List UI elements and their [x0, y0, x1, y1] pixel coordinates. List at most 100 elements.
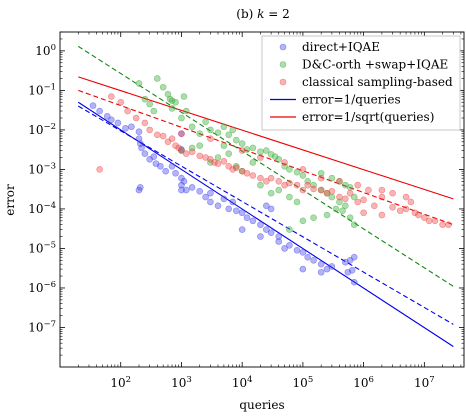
- x-axis-ticks: 102 103 104 105 106 107: [77, 32, 462, 390]
- point-d-c-orth-swap-iqae: [249, 144, 257, 152]
- point-d-c-orth-swap-iqae: [249, 159, 257, 166]
- point-classical-sampling-based: [249, 172, 257, 179]
- point-direct-iqae: [275, 233, 283, 240]
- point-classical-sampling-based: [354, 198, 362, 206]
- point-classical-sampling-based: [257, 174, 264, 182]
- point-classical-sampling-based: [299, 186, 307, 194]
- legend-marker-direct-iqae: [279, 43, 287, 51]
- point-direct-iqae: [89, 102, 97, 109]
- x-tick-label: 102: [110, 375, 131, 390]
- point-direct-iqae: [172, 169, 179, 177]
- point-classical-sampling-based: [396, 207, 404, 215]
- point-classical-sampling-based: [299, 166, 307, 173]
- point-classical-sampling-based: [146, 126, 153, 134]
- point-direct-iqae: [286, 242, 293, 249]
- line-error-1-sqrt-queries: [78, 76, 454, 200]
- point-d-c-orth-swap-iqae: [229, 126, 237, 134]
- point-d-c-orth-swap-iqae: [281, 162, 288, 170]
- point-classical-sampling-based: [207, 135, 214, 142]
- point-direct-iqae: [238, 209, 246, 217]
- point-d-c-orth-swap-iqae: [196, 142, 204, 149]
- point-d-c-orth-swap-iqae: [220, 123, 228, 131]
- point-classical-sampling-based: [178, 130, 185, 138]
- point-direct-iqae: [141, 150, 149, 157]
- point-direct-iqae: [249, 217, 257, 225]
- point-classical-sampling-based: [336, 193, 343, 201]
- point-d-c-orth-swap-iqae: [323, 211, 331, 219]
- point-classical-sampling-based: [378, 186, 386, 194]
- point-d-c-orth-swap-iqae: [153, 75, 161, 82]
- y-tick-label: 100: [35, 43, 56, 58]
- point-classical-sampling-based: [232, 164, 240, 172]
- point-classical-sampling-based: [263, 178, 270, 185]
- point-classical-sampling-based: [439, 221, 446, 228]
- point-classical-sampling-based: [371, 202, 378, 210]
- point-direct-iqae: [188, 184, 196, 191]
- point-direct-iqae: [257, 233, 264, 240]
- point-direct-iqae: [180, 178, 188, 185]
- point-classical-sampling-based: [425, 217, 433, 225]
- point-classical-sampling-based: [159, 132, 167, 140]
- legend-marker-d-c-orth-swap-iqae: [279, 61, 287, 68]
- point-direct-iqae: [196, 187, 204, 195]
- point-direct-iqae: [263, 202, 270, 210]
- point-direct-iqae: [348, 266, 356, 274]
- point-direct-iqae: [263, 226, 270, 233]
- point-classical-sampling-based: [431, 217, 439, 225]
- point-classical-sampling-based: [360, 209, 367, 217]
- point-classical-sampling-based: [323, 189, 331, 197]
- point-d-c-orth-swap-iqae: [339, 207, 346, 215]
- point-d-c-orth-swap-iqae: [317, 169, 325, 177]
- point-classical-sampling-based: [389, 189, 396, 197]
- line-classical-sampling-based-fit: [78, 89, 454, 226]
- point-d-c-orth-swap-iqae: [310, 214, 317, 221]
- line-direct-iqae-fit: [78, 105, 454, 325]
- fit-lines: [77, 45, 454, 347]
- point-classical-sampling-based: [141, 119, 149, 127]
- point-direct-iqae: [293, 246, 301, 254]
- point-classical-sampling-based: [96, 166, 103, 173]
- point-direct-iqae: [136, 184, 144, 191]
- x-tick-label: 106: [353, 375, 374, 390]
- point-classical-sampling-based: [378, 211, 386, 219]
- legend-label-classical-sampling-based: classical sampling-based: [302, 75, 453, 89]
- point-d-c-orth-swap-iqae: [180, 93, 188, 100]
- point-classical-sampling-based: [124, 107, 131, 115]
- point-direct-iqae: [214, 202, 222, 210]
- point-d-c-orth-swap-iqae: [214, 129, 222, 136]
- point-direct-iqae: [328, 263, 336, 270]
- point-classical-sampling-based: [336, 178, 343, 185]
- point-direct-iqae: [220, 195, 228, 203]
- x-tick-label: 104: [232, 375, 253, 390]
- x-axis-label: queries: [239, 398, 284, 412]
- point-direct-iqae: [299, 265, 307, 273]
- point-d-c-orth-swap-iqae: [168, 105, 176, 112]
- point-classical-sampling-based: [196, 152, 204, 160]
- point-d-c-orth-swap-iqae: [182, 107, 190, 115]
- point-d-c-orth-swap-iqae: [135, 80, 143, 87]
- point-d-c-orth-swap-iqae: [196, 130, 204, 138]
- point-classical-sampling-based: [132, 114, 140, 122]
- point-classical-sampling-based: [153, 131, 161, 139]
- point-d-c-orth-swap-iqae: [225, 131, 232, 139]
- point-direct-iqae: [178, 186, 185, 194]
- point-direct-iqae: [178, 181, 185, 189]
- point-d-c-orth-swap-iqae: [159, 83, 167, 91]
- point-d-c-orth-swap-iqae: [257, 148, 264, 156]
- point-direct-iqae: [225, 205, 232, 213]
- point-direct-iqae: [350, 253, 358, 261]
- point-direct-iqae: [96, 107, 103, 115]
- point-d-c-orth-swap-iqae: [238, 140, 246, 147]
- point-direct-iqae: [243, 214, 251, 221]
- x-tick-label: 103: [171, 375, 192, 390]
- point-classical-sampling-based: [286, 179, 293, 187]
- point-classical-sampling-based: [360, 196, 367, 204]
- y-tick-label: 10−6: [28, 280, 56, 295]
- point-direct-iqae: [138, 144, 145, 152]
- point-d-c-orth-swap-iqae: [299, 217, 307, 225]
- point-classical-sampling-based: [317, 186, 325, 194]
- point-d-c-orth-swap-iqae: [336, 198, 343, 206]
- y-axis-ticks: 10−7 10−6 10−5 10−4 10−3 10−2 10−1 100: [28, 31, 464, 356]
- point-d-c-orth-swap-iqae: [202, 118, 209, 126]
- point-d-c-orth-swap-iqae: [168, 97, 176, 104]
